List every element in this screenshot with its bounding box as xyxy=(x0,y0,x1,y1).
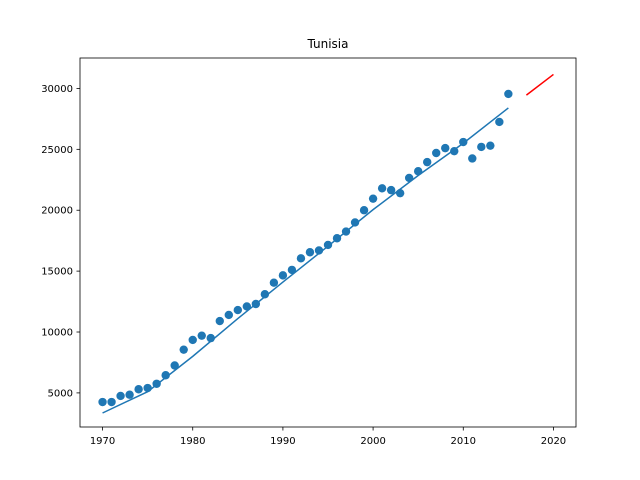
data-point xyxy=(224,310,233,320)
axes-layer: 1970 1980 1990 2000 2010 2020 5000 10000 15000 20… xyxy=(41,57,577,447)
data-point xyxy=(125,390,134,399)
y-tick-label: 10000 xyxy=(41,328,73,339)
data-point xyxy=(215,316,224,326)
data-point xyxy=(432,148,441,158)
data-point xyxy=(269,278,279,287)
data-point xyxy=(98,397,107,407)
y-tick-label: 20000 xyxy=(41,206,73,217)
data-point xyxy=(242,302,252,311)
data-point xyxy=(305,248,315,257)
data-point xyxy=(278,271,288,280)
data-point xyxy=(161,371,170,380)
data-point xyxy=(260,290,270,299)
y-tick-label: 5000 xyxy=(48,388,73,399)
x-tick-label: 1990 xyxy=(270,436,295,447)
data-point xyxy=(134,385,143,394)
data-point xyxy=(359,206,369,215)
data-point xyxy=(116,391,125,401)
data-point xyxy=(197,331,206,340)
data-point xyxy=(296,254,306,263)
y-tick-label: 15000 xyxy=(41,267,73,278)
data-point xyxy=(495,117,504,127)
x-tick-label: 1970 xyxy=(90,436,115,447)
data-point xyxy=(368,194,378,203)
data-point xyxy=(233,305,243,315)
data-point xyxy=(377,184,387,193)
data-point xyxy=(504,89,513,99)
x-tick-label: 2020 xyxy=(541,436,566,447)
x-tick-label: 2000 xyxy=(360,436,385,447)
data-point xyxy=(486,141,495,150)
projection-line xyxy=(525,73,554,96)
data-point xyxy=(179,345,188,354)
data-point xyxy=(188,335,197,345)
data-point xyxy=(423,157,432,167)
data-point xyxy=(386,185,396,195)
data-point xyxy=(350,218,360,227)
y-tick-label: 30000 xyxy=(41,84,73,95)
chart-title: Tunisia xyxy=(307,37,349,51)
data-point xyxy=(395,188,405,198)
data-point xyxy=(107,397,116,407)
axes-frame xyxy=(79,57,577,428)
trend-line xyxy=(102,107,509,414)
data-point xyxy=(441,143,450,153)
data-point xyxy=(477,142,486,152)
x-tick-label: 1980 xyxy=(180,436,205,447)
y-tick-label: 25000 xyxy=(41,145,73,156)
data-point xyxy=(170,361,179,370)
series-layer xyxy=(98,73,554,414)
data-point xyxy=(287,265,297,275)
data-point xyxy=(468,154,477,163)
x-tick-label: 2010 xyxy=(451,436,476,447)
